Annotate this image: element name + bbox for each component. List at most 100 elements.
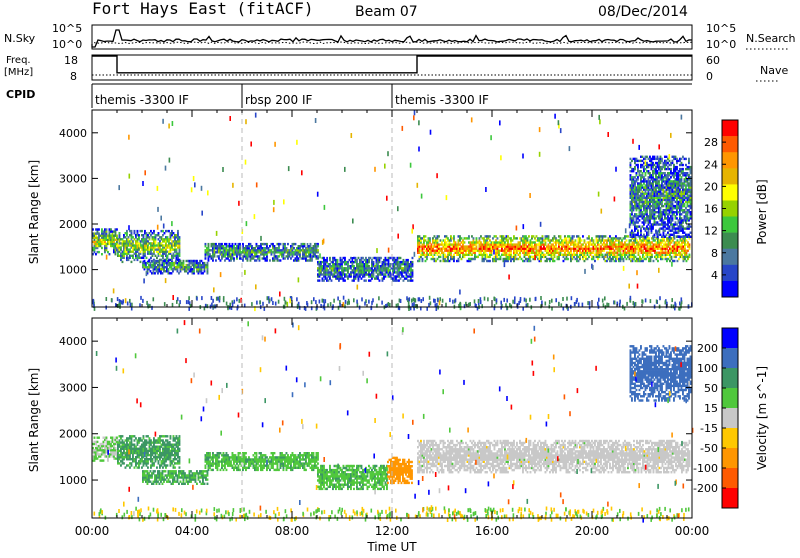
noise-left-label: N.Sky	[4, 32, 36, 45]
range-gate-cell	[171, 259, 173, 261]
range-gate-cell	[447, 237, 449, 239]
range-gate-cell	[168, 260, 170, 262]
range-gate-cell	[459, 256, 461, 258]
range-gate-cell	[649, 203, 651, 205]
range-gate-cell	[519, 252, 521, 254]
range-gate-cell	[690, 213, 692, 215]
scatter-cell	[535, 297, 537, 301]
range-gate-cell	[368, 259, 370, 261]
range-gate-cell	[358, 277, 360, 279]
range-gate-cell	[637, 234, 639, 236]
range-gate-cell	[585, 256, 587, 258]
range-gate-cell	[205, 243, 207, 245]
range-gate-cell	[233, 257, 235, 259]
scatter-cell	[111, 298, 113, 302]
scatter-cell	[146, 301, 148, 305]
range-gate-cell	[212, 257, 214, 259]
range-gate-cell	[453, 235, 455, 237]
range-gate-cell	[426, 258, 428, 260]
range-gate-cell	[362, 257, 364, 259]
range-gate-cell	[365, 279, 367, 281]
range-gate-cell	[177, 232, 179, 234]
range-gate-cell	[621, 239, 623, 241]
range-gate-cell	[134, 259, 136, 261]
range-gate-cell	[158, 232, 160, 234]
range-gate-cell	[138, 248, 140, 250]
range-gate-cell	[293, 247, 295, 249]
range-gate-cell	[690, 166, 692, 168]
scatter-cell	[168, 124, 170, 129]
range-gate-cell	[576, 252, 578, 254]
scatter-cell	[226, 302, 228, 306]
nave-right-tick-top: 60	[706, 54, 720, 67]
range-gate-cell	[455, 241, 457, 243]
range-gate-cell	[687, 241, 689, 243]
scatter-cell	[681, 297, 683, 301]
range-gate-cell	[299, 253, 301, 255]
range-gate-cell	[637, 178, 639, 180]
range-gate-cell	[567, 258, 569, 260]
range-gate-cell	[582, 235, 584, 237]
range-gate-cell	[266, 253, 268, 255]
range-gate-cell	[247, 257, 249, 259]
range-gate-cell	[98, 228, 100, 230]
range-gate-cell	[215, 259, 217, 261]
scatter-cell	[562, 297, 564, 301]
scatter-cell	[509, 303, 511, 307]
range-gate-cell	[512, 239, 514, 241]
range-gate-cell	[385, 273, 387, 275]
range-gate-cell	[162, 255, 164, 257]
scatter-cell	[582, 303, 584, 307]
range-gate-cell	[106, 230, 108, 232]
range-gate-cell	[498, 252, 500, 254]
scatter-cell	[455, 298, 457, 302]
range-gate-cell	[437, 239, 439, 241]
range-gate-cell	[355, 277, 357, 279]
nave-right-tick-bottom: 0	[706, 70, 713, 83]
range-gate-cell	[642, 156, 644, 158]
range-gate-cell	[626, 258, 628, 260]
range-gate-cell	[682, 164, 684, 166]
scatter-cell	[626, 302, 628, 306]
freq-left-tick-top: 18	[64, 54, 78, 67]
range-gate-cell	[690, 203, 692, 205]
range-gate-cell	[278, 245, 280, 247]
range-gate-cell	[690, 182, 692, 184]
scatter-cell	[127, 302, 129, 306]
scatter-cell	[496, 298, 498, 302]
range-gate-cell	[638, 252, 640, 254]
range-gate-cell	[682, 221, 684, 223]
scatter-cell	[92, 300, 94, 304]
range-gate-cell	[573, 256, 575, 258]
range-gate-cell	[634, 166, 636, 168]
range-gate-cell	[661, 158, 663, 160]
range-gate-cell	[269, 245, 271, 247]
scatter-cell	[273, 207, 275, 212]
range-gate-cell	[489, 235, 491, 237]
range-gate-cell	[412, 273, 414, 275]
range-gate-cell	[131, 232, 133, 234]
range-gate-cell	[605, 235, 607, 237]
range-gate-cell	[676, 162, 678, 164]
scatter-cell	[551, 299, 553, 303]
range-gate-cell	[95, 253, 97, 255]
scatter-cell	[484, 297, 486, 301]
range-gate-cell	[98, 232, 100, 234]
power-ylabel: Slant Range [km]	[27, 160, 41, 264]
scatter-cell	[219, 296, 221, 300]
range-gate-cell	[587, 258, 589, 260]
range-gate-cell	[379, 279, 381, 281]
range-gate-cell	[648, 237, 650, 239]
range-gate-cell	[687, 203, 689, 205]
range-gate-cell	[461, 237, 463, 239]
range-gate-cell	[648, 166, 650, 168]
range-gate-cell	[633, 217, 635, 219]
range-gate-cell	[675, 156, 677, 158]
scatter-cell	[283, 199, 285, 204]
scatter-cell	[645, 298, 647, 302]
range-gate-cell	[685, 221, 687, 223]
range-gate-cell	[140, 261, 142, 263]
range-gate-cell	[326, 267, 328, 269]
range-gate-cell	[148, 260, 150, 262]
scatter-cell	[434, 299, 436, 303]
